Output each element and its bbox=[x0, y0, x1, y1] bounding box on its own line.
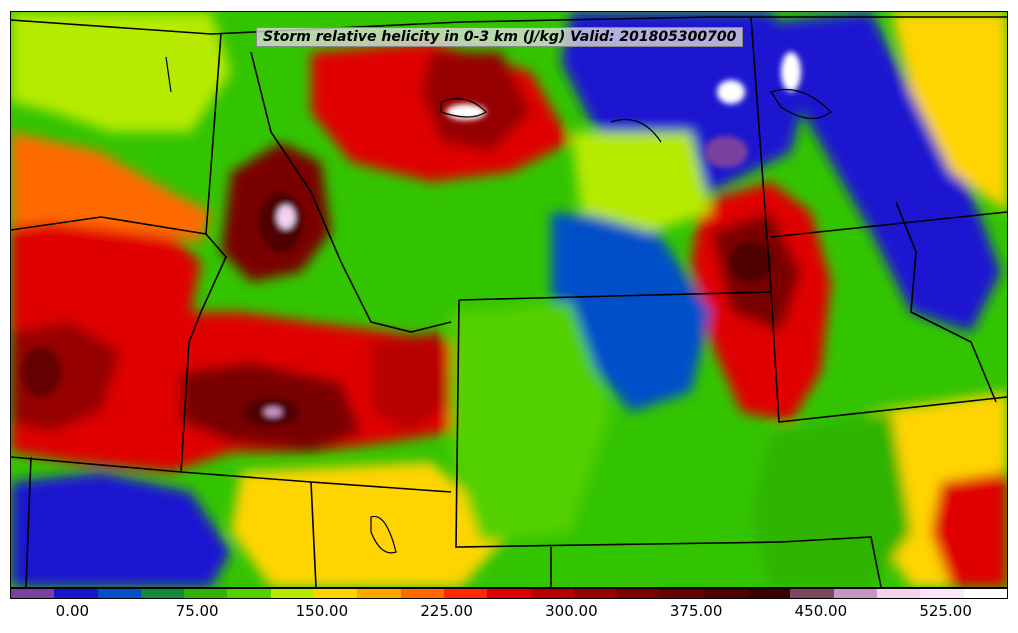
lake-devils bbox=[770, 88, 832, 119]
colorbar-cell bbox=[357, 589, 401, 598]
colorbar-tick-label: 375.00 bbox=[669, 602, 723, 620]
colorbar-tick-label: 150.00 bbox=[295, 602, 349, 620]
colorbar-cell bbox=[443, 589, 488, 598]
field-center-yellow bbox=[571, 132, 711, 232]
border-utah bbox=[310, 481, 317, 587]
border-idaho-mt bbox=[250, 51, 452, 333]
colorbar-tick-label: 225.00 bbox=[420, 602, 473, 620]
colorbar-cell bbox=[227, 589, 271, 598]
field-southeast-red bbox=[931, 472, 1007, 587]
colorbar-cell bbox=[270, 589, 315, 598]
colorbar-cell bbox=[97, 589, 141, 598]
border-idaho-west bbox=[180, 33, 227, 473]
map-panel: Storm relative helicity in 0-3 km (J/kg)… bbox=[10, 11, 1008, 588]
lake-north bbox=[440, 98, 487, 118]
border-wyoming-west bbox=[455, 299, 782, 548]
colorbar-tick-label: 300.00 bbox=[545, 602, 598, 620]
colorbar-cell bbox=[573, 589, 618, 598]
field-east-yellow bbox=[891, 12, 1007, 212]
field-northeast-blue bbox=[771, 12, 1001, 332]
colorbar-cell bbox=[617, 589, 661, 598]
peak-east-core bbox=[729, 242, 773, 282]
field-southwest-blue bbox=[11, 472, 231, 587]
colorbar-tick-label: 0.00 bbox=[55, 602, 90, 620]
border-nd-mt bbox=[750, 16, 772, 293]
colorbar-cell bbox=[920, 589, 964, 598]
border-nevada bbox=[25, 456, 32, 587]
peak-northeast-white bbox=[717, 80, 745, 104]
colorbar-cell bbox=[660, 589, 704, 598]
border-sd-nd bbox=[770, 211, 1007, 238]
field-northwest-yellow bbox=[11, 12, 231, 132]
border-lat42 bbox=[11, 456, 452, 493]
helicity-peaks bbox=[21, 52, 801, 426]
border-wyoming bbox=[458, 291, 1007, 423]
colorbar bbox=[10, 588, 1008, 599]
colorbar-cell bbox=[747, 589, 791, 598]
colorbar-cell bbox=[54, 589, 98, 598]
field-central-green bbox=[451, 302, 611, 542]
colorbar-cell bbox=[184, 589, 228, 598]
helicity-map bbox=[11, 12, 1007, 587]
border-nebraska bbox=[780, 536, 882, 587]
colorbar-cell bbox=[833, 589, 877, 598]
colorbar-cell bbox=[314, 589, 358, 598]
border-lat49 bbox=[11, 16, 1007, 35]
field-north-core bbox=[421, 52, 531, 152]
lake-flathead bbox=[165, 56, 172, 93]
colorbar-cell bbox=[140, 589, 185, 598]
map-title: Storm relative helicity in 0-3 km (J/kg)… bbox=[256, 27, 744, 47]
colorbar-cell bbox=[530, 589, 574, 598]
colorbar-cell bbox=[487, 589, 531, 598]
colorbar-tick-label: 525.00 bbox=[919, 602, 972, 620]
border-minnesota bbox=[895, 201, 997, 403]
field-mid-core bbox=[371, 332, 451, 432]
lake-sakakawea bbox=[610, 118, 662, 143]
colorbar-cell bbox=[963, 589, 1007, 598]
colorbar-cell bbox=[400, 589, 444, 598]
peak-west-core bbox=[21, 347, 61, 397]
colorbar-cell bbox=[703, 589, 748, 598]
peak-farnortheast-white bbox=[781, 52, 801, 92]
lake-saltlake bbox=[370, 515, 397, 554]
field-west-orange bbox=[11, 132, 211, 242]
peak-south-white bbox=[264, 407, 282, 417]
colorbar-tick-label: 450.00 bbox=[794, 602, 848, 620]
peak-northeast-purple bbox=[704, 136, 748, 168]
peak-idaho-white bbox=[277, 205, 295, 229]
colorbar-cell bbox=[11, 589, 55, 598]
colorbar-cell bbox=[790, 589, 834, 598]
colorbar-tick-label: 75.00 bbox=[175, 602, 219, 620]
lakes bbox=[165, 56, 832, 554]
state-borders bbox=[11, 16, 1007, 587]
field-east-green bbox=[751, 412, 911, 587]
colorbar-ticks: 0.00 75.00 150.00 225.00 300.00 375.00 450.00 5… bbox=[10, 602, 1008, 624]
border-wa-or bbox=[11, 216, 207, 235]
colorbar-cell bbox=[876, 589, 921, 598]
